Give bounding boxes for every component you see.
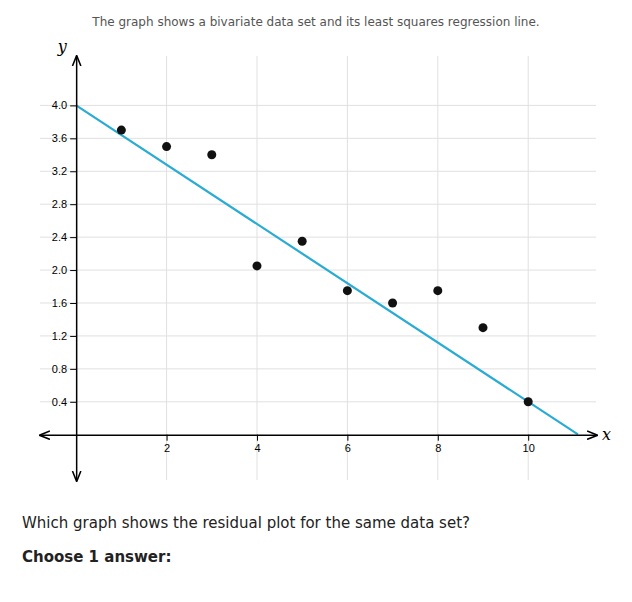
grid-line-x: [347, 56, 348, 480]
tick-label: 8: [435, 442, 441, 454]
tick: 2.0: [52, 264, 76, 276]
tick-label: 1.6: [52, 297, 67, 309]
subtitle: Which graph shows the residual plot for …: [22, 514, 470, 532]
points: [117, 126, 533, 407]
grid-line-x: [528, 56, 529, 480]
grid-line-y: [40, 368, 596, 369]
tick: 2.8: [52, 198, 76, 210]
regression-line: [76, 105, 578, 434]
tick-mark: [70, 303, 76, 304]
plot-area: [76, 105, 578, 434]
tick: 6: [345, 435, 351, 454]
tick: 0.4: [52, 396, 76, 408]
tick: 2.4: [52, 231, 76, 243]
tick-mark: [70, 204, 76, 205]
tick: 1.2: [52, 330, 76, 342]
point: [343, 286, 352, 295]
point: [252, 261, 261, 270]
grid-line-y: [40, 401, 596, 402]
point: [117, 126, 126, 135]
x-axis-label: x: [602, 425, 611, 444]
point: [433, 286, 442, 295]
tick-mark: [347, 435, 348, 441]
tick-label: 2.0: [52, 264, 67, 276]
grid-line-y: [40, 335, 596, 336]
tick-label: 1.2: [52, 330, 67, 342]
tick-mark: [528, 435, 529, 441]
grid: [40, 56, 596, 480]
point: [524, 397, 533, 406]
tick-label: 3.6: [52, 132, 67, 144]
tick-mark: [70, 138, 76, 139]
tick-mark: [70, 237, 76, 238]
tick: 3.2: [52, 165, 76, 177]
tick-mark: [438, 435, 439, 441]
tick-label: 0.4: [52, 396, 67, 408]
tick: 4: [254, 435, 260, 454]
x-axis: 2 4 6 8 10: [41, 435, 597, 454]
tick-label: 3.2: [52, 165, 67, 177]
y-axis: 0.4 0.8 1.2 1.6 2.0 2.4 2.8 3.2 3.6 4.0: [52, 57, 77, 481]
tick-mark: [70, 105, 76, 106]
tick-mark: [70, 336, 76, 337]
point: [478, 323, 487, 332]
tick-label: 2.4: [52, 231, 67, 243]
tick: 10: [523, 435, 535, 454]
grid-line-x: [166, 56, 167, 480]
tick: 2: [164, 435, 170, 454]
grid-line-x: [437, 56, 438, 480]
tick-mark: [257, 435, 258, 441]
tick-mark: [70, 270, 76, 271]
title: The graph shows a bivariate data set and…: [91, 15, 539, 29]
tick: 4.0: [52, 99, 76, 111]
grid-line-y: [40, 270, 596, 271]
x-axis-line: [41, 434, 597, 436]
grid-line-y: [40, 171, 596, 172]
tick-label: 4.0: [52, 99, 67, 111]
tick-label: 2.8: [52, 198, 67, 210]
tick-label: 4: [254, 442, 260, 454]
tick-mark: [70, 402, 76, 403]
tick-label: 6: [345, 442, 351, 454]
y-axis-line: [76, 57, 78, 481]
point: [162, 142, 171, 151]
grid-line-y: [40, 237, 596, 238]
grid-line-y: [40, 204, 596, 205]
tick: 1.6: [52, 297, 76, 309]
tick-mark: [167, 435, 168, 441]
tick: 0.8: [52, 363, 76, 375]
tick: 8: [435, 435, 441, 454]
tick-mark: [70, 369, 76, 370]
point: [298, 237, 307, 246]
tick-label: 0.8: [52, 363, 67, 375]
chart: The graph shows a bivariate data set and…: [0, 0, 632, 602]
annotation: Choose 1 answer:: [22, 548, 171, 566]
point: [207, 150, 216, 159]
grid-line-y: [40, 105, 596, 106]
grid-line-y: [40, 138, 596, 139]
tick: 3.6: [52, 132, 76, 144]
grid-line-y: [40, 302, 596, 303]
y-axis-label: y: [57, 37, 68, 56]
point: [388, 298, 397, 307]
tick-mark: [70, 171, 76, 172]
tick-label: 10: [523, 442, 535, 454]
tick-label: 2: [164, 442, 170, 454]
